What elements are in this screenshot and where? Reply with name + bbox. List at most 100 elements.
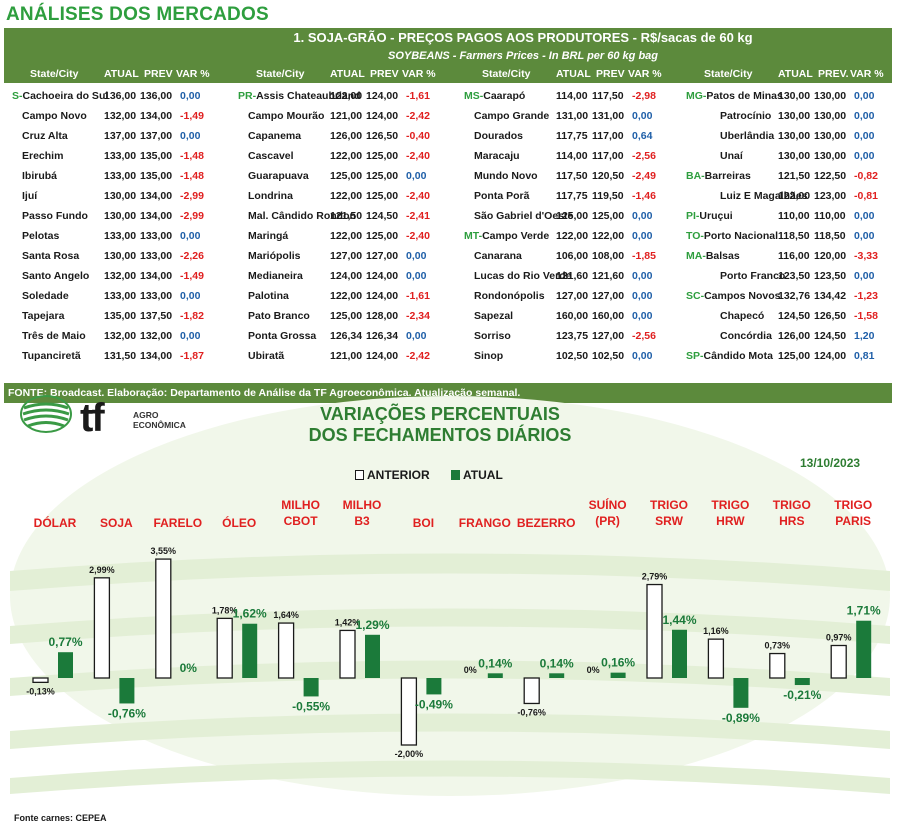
city-cell: Ibirubá bbox=[22, 170, 58, 182]
city-cell: Campo Grande bbox=[474, 110, 550, 122]
city-cell: Ijuí bbox=[22, 190, 38, 202]
price-cell: 121,60 bbox=[592, 270, 625, 282]
price-cell: 133,00 bbox=[104, 230, 137, 242]
city-cell: Luiz E Magalhães bbox=[720, 190, 808, 202]
var-cell: -0,40 bbox=[406, 130, 430, 142]
bar-atual bbox=[303, 678, 319, 697]
price-cell: 127,00 bbox=[366, 250, 399, 262]
price-cell: 128,00 bbox=[366, 310, 399, 322]
price-cell: 130,00 bbox=[104, 190, 137, 202]
price-cell: 125,00 bbox=[366, 190, 399, 202]
price-cell: 117,50 bbox=[592, 90, 624, 102]
table-header-row: State/City ATUAL PREV VAR % State/City ATUAL P… bbox=[4, 65, 892, 83]
price-cell: 137,00 bbox=[140, 130, 173, 142]
chart-date: 13/10/2023 bbox=[800, 456, 861, 470]
city-cell: Ubiratã bbox=[248, 350, 285, 362]
bar-anterior bbox=[707, 638, 725, 679]
price-cell: 133,00 bbox=[140, 230, 173, 242]
price-cell: 126,00 bbox=[778, 330, 811, 342]
price-cell: 125,00 bbox=[330, 170, 363, 182]
category-label: FARELO bbox=[153, 516, 203, 530]
price-cell: 117,00 bbox=[592, 150, 624, 162]
header-cell: VAR % bbox=[176, 68, 210, 80]
city-cell: Uberlândia bbox=[720, 130, 775, 142]
price-cell: 121,50 bbox=[778, 170, 811, 182]
logo-subtext: AGRO ECONÔMICA bbox=[133, 410, 186, 430]
price-cell: 110,00 bbox=[814, 210, 846, 222]
city-cell: Lucas do Rio Verde bbox=[474, 270, 572, 282]
price-table: 1. SOJA-GRÃO - PREÇOS PAGOS AOS PRODUTOR… bbox=[4, 28, 892, 403]
var-cell: -2,99 bbox=[180, 190, 204, 202]
city-cell: S-Cachoeira do Sul bbox=[12, 90, 109, 102]
price-cell: 125,00 bbox=[556, 210, 589, 222]
header-cell: PREV bbox=[144, 68, 173, 80]
header-cell: ATUAL bbox=[104, 68, 139, 80]
var-cell: 0,00 bbox=[854, 230, 875, 242]
category-label: ÓLEO bbox=[222, 516, 257, 530]
var-cell: 1,20 bbox=[854, 330, 875, 342]
bar-anterior bbox=[155, 558, 172, 679]
city-cell: Mariópolis bbox=[248, 250, 301, 262]
label-atual: -0,49% bbox=[415, 697, 453, 711]
city-cell: SP-Cândido Mota bbox=[686, 350, 773, 362]
price-cell: 130,00 bbox=[778, 90, 811, 102]
price-cell: 125,00 bbox=[366, 230, 399, 242]
page-title: ANÁLISES DOS MERCADOS bbox=[6, 4, 269, 25]
city-cell: São Gabriel d'Oeste bbox=[474, 210, 574, 222]
var-cell: -2,41 bbox=[406, 210, 430, 222]
label-atual: 1,44% bbox=[662, 613, 696, 627]
price-cell: 135,00 bbox=[140, 150, 173, 162]
price-cell: 131,00 bbox=[556, 110, 589, 122]
city-cell: PI-Uruçui bbox=[686, 210, 733, 222]
var-cell: -1,49 bbox=[180, 270, 204, 282]
table-row: Três de Maio 132,00 132,00 0,00 Ponta Grossa… bbox=[4, 327, 892, 347]
price-cell: 125,00 bbox=[366, 150, 399, 162]
table-row: Passo Fundo 130,00 134,00 -2,99 Mal. Cândido… bbox=[4, 207, 892, 227]
city-cell: Porto Franco bbox=[720, 270, 786, 282]
price-cell: 131,00 bbox=[592, 110, 625, 122]
label-anterior: -2,00% bbox=[395, 749, 424, 759]
var-cell: 0,00 bbox=[854, 210, 875, 222]
price-cell: 134,00 bbox=[140, 270, 173, 282]
price-cell: 108,00 bbox=[592, 250, 625, 262]
price-cell: 130,00 bbox=[814, 130, 847, 142]
category-label: TRIGO PARIS bbox=[834, 498, 873, 528]
price-cell: 123,50 bbox=[778, 270, 811, 282]
price-cell: 136,00 bbox=[104, 90, 137, 102]
header-cell: ATUAL bbox=[556, 68, 591, 80]
price-cell: 130,00 bbox=[104, 210, 137, 222]
label-atual: -0,89% bbox=[722, 711, 760, 725]
price-cell: 130,00 bbox=[104, 250, 137, 262]
header-cell: VAR % bbox=[628, 68, 662, 80]
price-cell: 134,42 bbox=[814, 290, 847, 302]
price-cell: 127,00 bbox=[592, 290, 625, 302]
city-cell: Cascavel bbox=[248, 150, 294, 162]
price-cell: 134,00 bbox=[140, 210, 173, 222]
chart-legend: ANTERIOR ATUAL bbox=[355, 468, 503, 482]
var-cell: -2,49 bbox=[632, 170, 656, 182]
legend-swatch-prev bbox=[355, 470, 364, 480]
label-anterior: 2,79% bbox=[642, 572, 668, 582]
table-row: Santa Rosa 130,00 133,00 -2,26 Mariópolis 127… bbox=[4, 247, 892, 267]
price-cell: 122,00 bbox=[778, 190, 811, 202]
bar-atual bbox=[856, 620, 872, 678]
price-cell: 160,00 bbox=[592, 310, 625, 322]
price-cell: 130,00 bbox=[814, 150, 847, 162]
legend-swatch-curr bbox=[451, 470, 461, 480]
category-label: BOI bbox=[412, 516, 435, 530]
city-cell: Sorriso bbox=[474, 330, 511, 342]
table-footer: FONTE: Broadcast. Elaboração: Departamen… bbox=[4, 383, 892, 403]
price-cell: 120,00 bbox=[814, 250, 847, 262]
header-cell: PREV bbox=[596, 68, 625, 80]
var-cell: 0,00 bbox=[854, 90, 875, 102]
bar-anterior bbox=[830, 644, 847, 679]
city-cell: Londrina bbox=[248, 190, 293, 202]
var-cell: -1,48 bbox=[180, 150, 204, 162]
city-cell: Patrocínio bbox=[720, 110, 772, 122]
table-row: Tapejara 135,00 137,50 -1,82 Pato Branco 125,… bbox=[4, 307, 892, 327]
label-anterior: 1,64% bbox=[273, 610, 299, 620]
price-cell: 123,00 bbox=[814, 190, 847, 202]
label-atual: 0,16% bbox=[601, 656, 635, 670]
price-cell: 124,50 bbox=[778, 310, 811, 322]
city-cell: TO-Porto Nacional bbox=[686, 230, 778, 242]
